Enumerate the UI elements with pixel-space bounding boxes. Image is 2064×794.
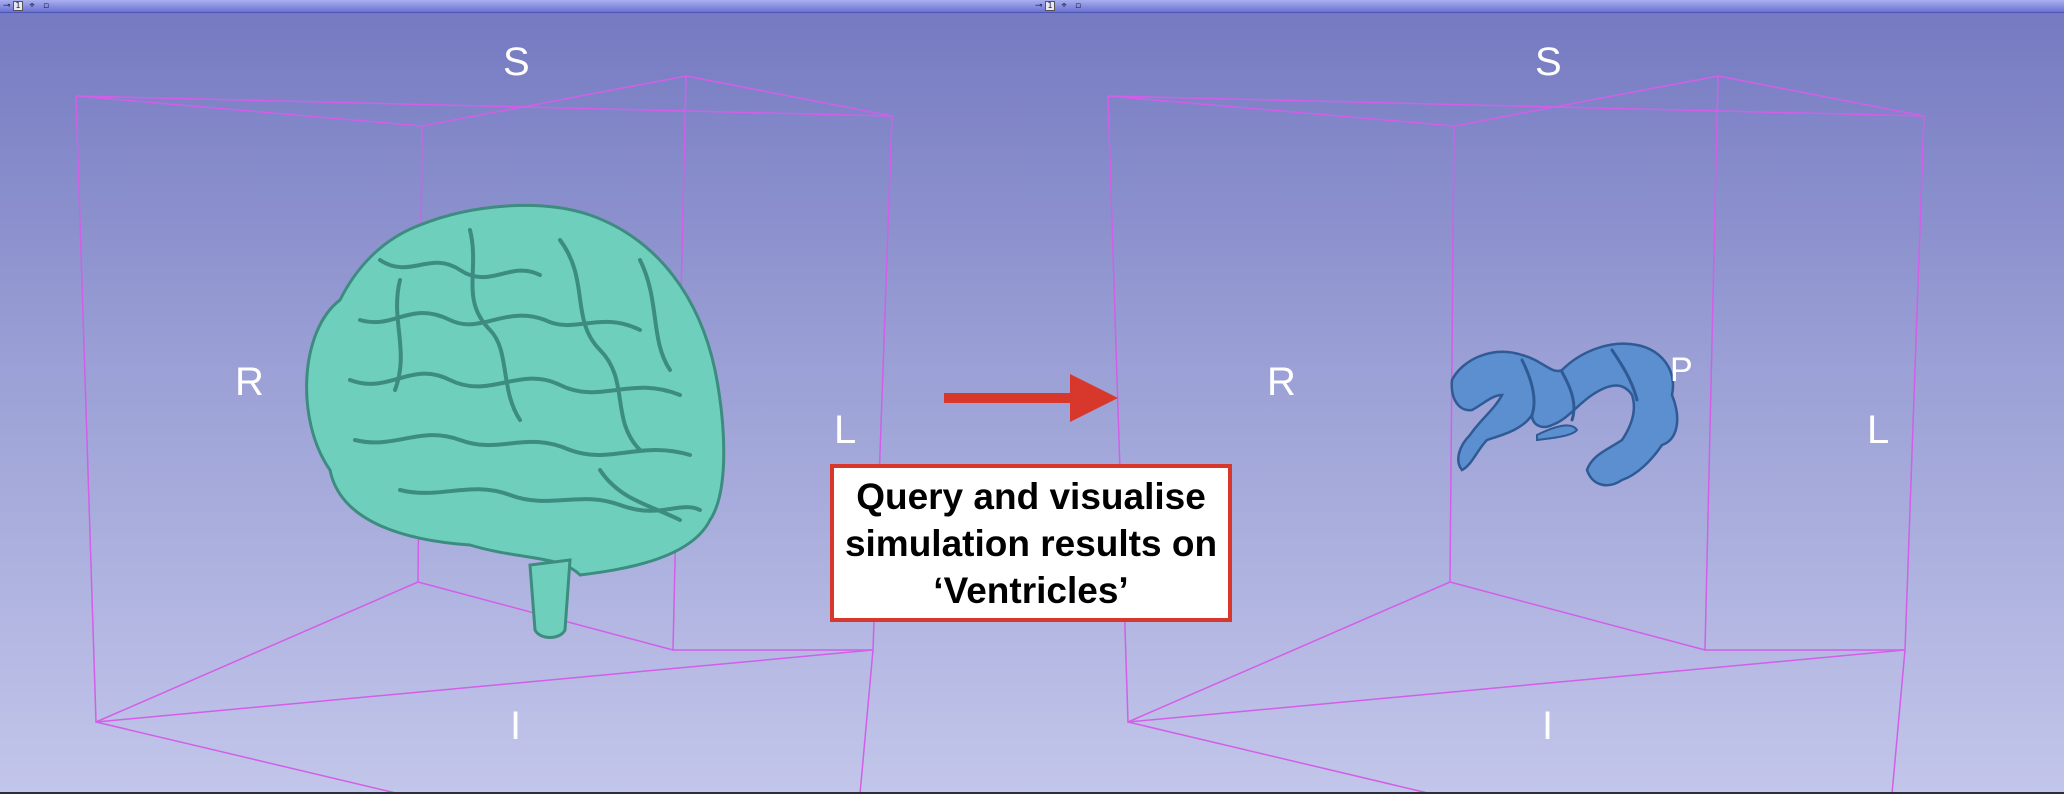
- view-number-label: 1: [13, 1, 23, 11]
- pin-icon[interactable]: ⊸: [3, 1, 11, 11]
- orientation-label-left: L: [834, 408, 857, 452]
- orientation-label-posterior: P: [1670, 351, 1693, 389]
- link-icon[interactable]: ⌖: [1061, 1, 1067, 11]
- ventricles-model: [1450, 342, 1679, 487]
- orientation-label-right: R: [235, 360, 264, 404]
- maximize-icon[interactable]: ▫: [1074, 1, 1082, 11]
- orientation-label-inferior: I: [510, 704, 522, 748]
- orientation-label-right: R: [1267, 360, 1296, 404]
- 3d-view-right[interactable]: ⊸ 1 ⌖ ▫: [1032, 0, 2064, 794]
- 3d-scene[interactable]: [0, 12, 1032, 794]
- orientation-label-inferior: I: [1542, 704, 1554, 748]
- orientation-label-superior: S: [1535, 40, 1562, 84]
- orientation-label-superior: S: [503, 40, 530, 84]
- view-number-label: 1: [1045, 1, 1055, 11]
- view-controller-bar[interactable]: ⊸ 1 ⌖ ▫: [0, 0, 1032, 13]
- orientation-label-left: L: [1867, 408, 1890, 452]
- 3d-scene[interactable]: [1032, 12, 2064, 794]
- pin-icon[interactable]: ⊸: [1035, 1, 1043, 11]
- right-arrow-icon: [944, 374, 1118, 422]
- brain-model: [305, 203, 726, 639]
- link-icon[interactable]: ⌖: [29, 1, 35, 11]
- bottom-border: [0, 792, 2064, 794]
- bounding-box-right: [1107, 75, 1925, 794]
- maximize-icon[interactable]: ▫: [42, 1, 50, 11]
- 3d-view-left[interactable]: ⊸ 1 ⌖ ▫: [0, 0, 1032, 794]
- bounding-box-left: [75, 75, 893, 794]
- view-controller-bar[interactable]: ⊸ 1 ⌖ ▫: [1032, 0, 2064, 13]
- callout-box: Query and visualise simulation results o…: [830, 464, 1232, 622]
